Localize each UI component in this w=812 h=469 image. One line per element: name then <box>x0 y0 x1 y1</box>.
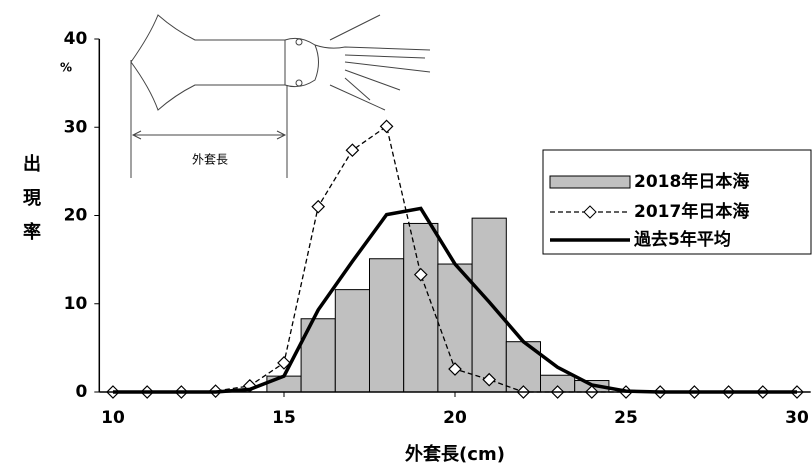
y-axis-label: 出現率 <box>20 153 41 256</box>
bar <box>472 218 506 392</box>
annotation: 外套長 <box>192 153 228 167</box>
x-axis-label: 外套長(cm) <box>405 443 505 465</box>
legend-label: 過去5年平均 <box>634 229 731 250</box>
x-tick-label: 20 <box>443 408 467 428</box>
legend-label: 2017年日本海 <box>634 201 749 222</box>
squid-illustration <box>131 15 430 110</box>
y-tick-label: 10 <box>64 294 88 314</box>
bar <box>335 290 369 392</box>
x-tick-label: 30 <box>785 408 809 428</box>
bar <box>267 376 301 392</box>
y-tick-label: 40 <box>64 29 88 49</box>
x-tick-label: 25 <box>614 408 638 428</box>
y-tick-label: 0 <box>75 382 87 402</box>
y-tick-label: 20 <box>64 206 88 226</box>
marker <box>312 201 324 213</box>
bar <box>369 259 403 392</box>
x-tick-label: 15 <box>272 408 296 428</box>
x-tick-label: 10 <box>101 408 125 428</box>
legend-swatch <box>550 176 630 188</box>
marker <box>381 120 393 132</box>
marker <box>346 144 358 156</box>
legend-label: 2018年日本海 <box>634 171 749 192</box>
chart: 外套長 出現率 % 外套長(cm) 0 10 20 30 40 10 15 20 25 30 201… <box>0 0 812 469</box>
y-tick-label: 30 <box>64 117 88 137</box>
y-unit: % <box>60 61 72 75</box>
